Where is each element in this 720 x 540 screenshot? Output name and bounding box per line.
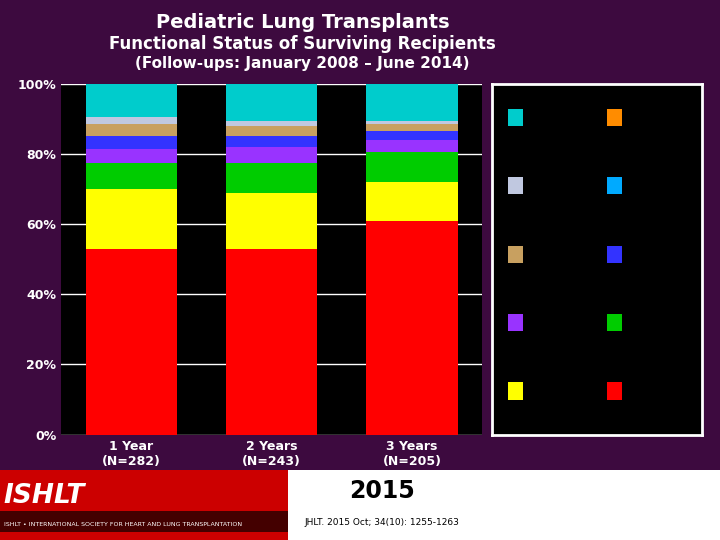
Text: Pediatric Lung Transplants: Pediatric Lung Transplants [156,14,449,32]
Bar [366,120,457,124]
Bar [508,177,523,194]
Bar [366,140,457,152]
Bar [226,147,318,163]
Bar [607,314,622,331]
Bar [607,246,622,262]
Bar [607,382,622,400]
Text: Functional Status of Surviving Recipients: Functional Status of Surviving Recipient… [109,35,496,53]
Bar [86,189,177,248]
Bar [288,470,720,540]
Text: 2015: 2015 [348,479,415,503]
Text: ISHLT • INTERNATIONAL SOCIETY FOR HEART AND LUNG TRANSPLANTATION: ISHLT • INTERNATIONAL SOCIETY FOR HEART … [4,522,242,527]
Bar [226,84,318,120]
Text: (Follow-ups: January 2008 – June 2014): (Follow-ups: January 2008 – June 2014) [135,56,469,71]
Bar [226,126,318,136]
Bar [0,470,288,540]
Bar [508,382,523,400]
Bar [0,510,288,531]
Bar [86,148,177,163]
Bar [607,177,622,194]
Bar [366,84,457,120]
Text: ISHLT: ISHLT [4,483,85,509]
Bar [366,182,457,220]
Text: JHLT. 2015 Oct; 34(10): 1255-1263: JHLT. 2015 Oct; 34(10): 1255-1263 [304,518,459,527]
Bar [86,136,177,149]
Bar [508,109,523,126]
Bar [366,152,457,182]
Bar [508,246,523,262]
Bar [86,163,177,189]
Bar [86,124,177,136]
Bar [366,124,457,131]
Bar [226,192,318,248]
Bar [607,109,622,126]
Bar [86,84,177,117]
Bar [366,220,457,435]
Bar [508,314,523,331]
Bar [366,131,457,140]
Bar [86,117,177,124]
Bar [86,248,177,435]
Bar [226,137,318,147]
Bar [226,248,318,435]
Bar [226,163,318,192]
Bar [226,120,318,126]
